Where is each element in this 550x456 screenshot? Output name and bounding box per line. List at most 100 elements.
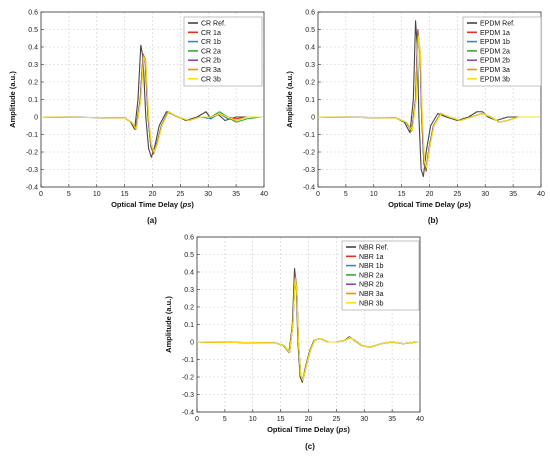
y-tick-label: -0.2 xyxy=(182,375,194,382)
y-tick-label: 0.5 xyxy=(28,27,38,34)
panel-caption: (a) xyxy=(147,216,157,225)
legend: EPDM Ref. EPDM 1a EPDM 1b EPDM 2a EPDM 2b EPD… xyxy=(462,16,542,87)
x-tick-label: 10 xyxy=(370,191,378,198)
x-axis-label-close: ) xyxy=(191,200,194,209)
x-tick-label: 40 xyxy=(260,191,268,198)
x-tick-label: 10 xyxy=(249,416,257,423)
chart-panel: 0 5 10 15 20 25 30 35 40 -0.4 -0.3 -0.2 -0.1 0 0.1 0.2 0… xyxy=(8,10,268,226)
x-tick-label: 30 xyxy=(481,191,489,198)
legend-entry: NBR 2b xyxy=(359,282,384,289)
y-tick-label: 0.5 xyxy=(184,252,194,259)
legend-entry: CR 1a xyxy=(201,30,221,37)
legend-entry: CR 2a xyxy=(201,48,221,55)
x-axis-label: Optical Time Delay (ps) xyxy=(267,425,350,434)
chart-panel: 0 5 10 15 20 25 30 35 40 -0.4 -0.3 -0.2 -0.1 0 0.1 0.2 0… xyxy=(164,235,424,452)
panel-caption: (c) xyxy=(305,442,315,451)
x-tick-label: 30 xyxy=(204,191,212,198)
y-tick-label: 0 xyxy=(34,115,38,122)
x-tick-label: 25 xyxy=(332,416,340,423)
series-line xyxy=(40,56,262,153)
x-tick-label: 5 xyxy=(344,191,348,198)
x-tick-label: 10 xyxy=(93,191,101,198)
x-tick-label: 35 xyxy=(232,191,240,198)
legend-entry: EPDM 1a xyxy=(480,30,510,37)
x-axis-label-text: Optical Time Delay ( xyxy=(267,425,339,434)
x-tick-label: 25 xyxy=(453,191,461,198)
x-tick-label: 0 xyxy=(316,191,320,198)
y-tick-label: 0.6 xyxy=(28,10,38,17)
x-tick-label: 20 xyxy=(305,416,313,423)
y-tick-label: 0.6 xyxy=(305,10,315,17)
x-tick-label: 35 xyxy=(388,416,396,423)
x-axis-label-unit: ps xyxy=(459,200,469,209)
y-tick-label: 0.6 xyxy=(184,235,194,242)
x-axis-label-close: ) xyxy=(347,425,350,434)
legend-entry: EPDM 3b xyxy=(480,76,510,83)
y-tick-label: -0.3 xyxy=(182,392,194,399)
y-tick-label: -0.1 xyxy=(182,357,194,364)
x-tick-label: 5 xyxy=(223,416,227,423)
y-tick-label: -0.2 xyxy=(303,150,315,157)
y-tick-label: 0.1 xyxy=(305,97,315,104)
panel-caption: (b) xyxy=(428,216,439,225)
y-tick-label: -0.3 xyxy=(303,167,315,174)
y-axis-label: Amplitude (a.u.) xyxy=(285,71,294,128)
y-tick-label: 0.2 xyxy=(305,80,315,87)
x-tick-label: 25 xyxy=(176,191,184,198)
x-tick-label: 20 xyxy=(149,191,157,198)
series-line xyxy=(196,278,418,382)
series-line xyxy=(317,20,539,178)
series-line xyxy=(40,44,262,158)
y-tick-label: 0.3 xyxy=(184,287,194,294)
y-tick-label: 0.2 xyxy=(28,80,38,87)
legend: CR Ref. CR 1a CR 1b CR 2a CR 2b CR 3a CR 3b xyxy=(183,16,263,87)
x-tick-label: 0 xyxy=(195,416,199,423)
y-tick-label: 0.1 xyxy=(184,322,194,329)
x-tick-label: 30 xyxy=(360,416,368,423)
y-tick-label: 0.3 xyxy=(305,62,315,69)
y-tick-label: -0.1 xyxy=(303,132,315,139)
y-tick-label: -0.2 xyxy=(26,150,38,157)
legend-entry: CR 3b xyxy=(201,76,221,83)
legend-entry: EPDM Ref. xyxy=(480,21,515,28)
y-tick-label: 0 xyxy=(311,115,315,122)
y-tick-label: 0.1 xyxy=(28,97,38,104)
legend-entry: CR 3a xyxy=(201,67,221,74)
y-tick-label: -0.1 xyxy=(26,132,38,139)
y-tick-label: 0.3 xyxy=(28,62,38,69)
y-tick-label: -0.4 xyxy=(303,185,315,192)
x-tick-label: 40 xyxy=(537,191,545,198)
legend-entry: EPDM 3a xyxy=(480,67,510,74)
y-tick-label: -0.4 xyxy=(26,185,38,192)
legend-entry: CR Ref. xyxy=(201,21,226,28)
x-tick-label: 5 xyxy=(67,191,71,198)
legend-entry: NBR 3b xyxy=(359,300,384,307)
y-axis-label: Amplitude (a.u.) xyxy=(164,296,173,353)
legend-entry: EPDM 1b xyxy=(480,39,510,46)
legend-entry: CR 2b xyxy=(201,58,221,65)
chart-panel: 0 5 10 15 20 25 30 35 40 -0.4 -0.3 -0.2 -0.1 0 0.1 0.2 0… xyxy=(285,10,545,226)
x-tick-label: 35 xyxy=(509,191,517,198)
y-tick-label: -0.4 xyxy=(182,410,194,417)
y-tick-label: 0.4 xyxy=(184,270,194,277)
legend-entry: NBR 1a xyxy=(359,254,384,261)
x-axis-label-text: Optical Time Delay ( xyxy=(388,200,460,209)
x-tick-label: 20 xyxy=(426,191,434,198)
y-tick-label: 0.2 xyxy=(184,305,194,312)
legend-entry: NBR 2a xyxy=(359,272,384,279)
legend-entry: EPDM 2a xyxy=(480,48,510,55)
x-tick-label: 0 xyxy=(39,191,43,198)
x-tick-label: 15 xyxy=(277,416,285,423)
y-tick-label: 0.5 xyxy=(305,27,315,34)
legend-entry: NBR 3a xyxy=(359,291,384,298)
x-tick-label: 40 xyxy=(416,416,424,423)
y-tick-label: 0.4 xyxy=(305,45,315,52)
legend-entry: NBR 1b xyxy=(359,263,384,270)
legend-entry: CR 1b xyxy=(201,39,221,46)
y-tick-label: 0 xyxy=(190,340,194,347)
legend: NBR Ref. NBR 1a NBR 1b NBR 2a NBR 2b NBR 3a NB… xyxy=(341,240,420,311)
x-axis-label-text: Optical Time Delay ( xyxy=(111,200,183,209)
x-axis-label-unit: ps xyxy=(182,200,192,209)
x-axis-label: Optical Time Delay (ps) xyxy=(111,200,194,209)
